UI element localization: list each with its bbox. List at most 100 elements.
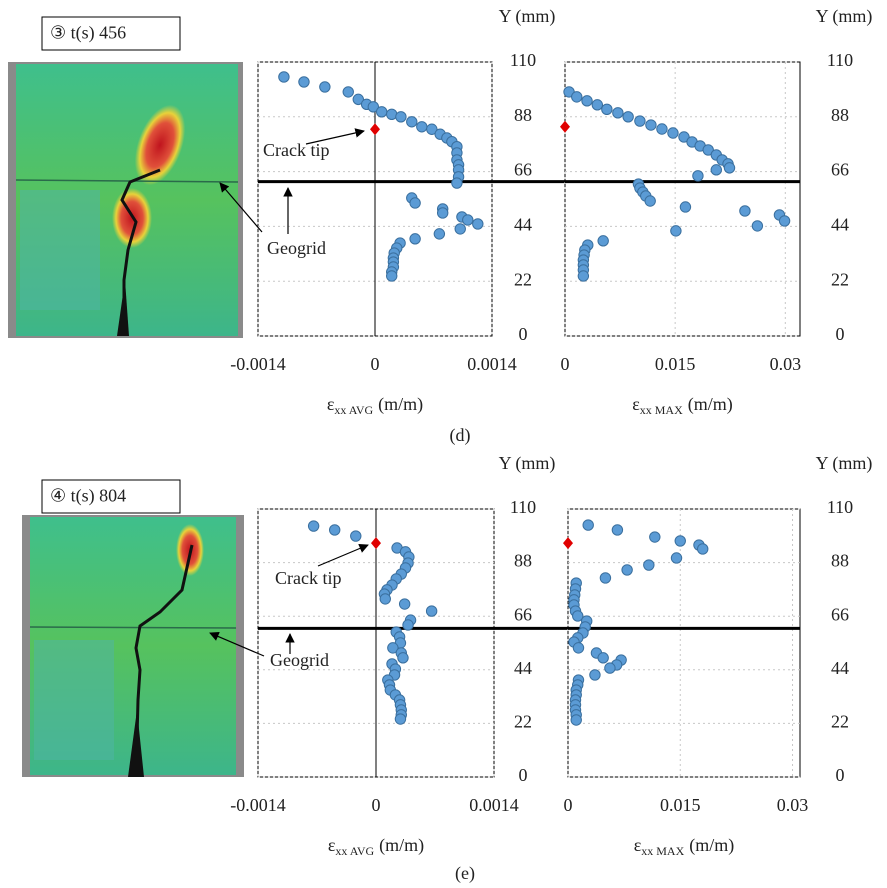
data-point <box>656 123 668 135</box>
y-tick-label: 88 <box>831 551 849 571</box>
data-point <box>604 662 616 674</box>
data-point <box>352 93 364 106</box>
data-point <box>329 524 341 536</box>
y-tick-label: 22 <box>831 712 849 732</box>
x-label-symbol: ε <box>328 835 336 855</box>
data-point <box>621 564 633 576</box>
data-point <box>645 119 657 131</box>
x-tick-label: 0.03 <box>770 354 802 374</box>
data-point <box>710 164 722 176</box>
dic-photo <box>22 515 244 778</box>
data-point <box>379 593 391 605</box>
x-tick-label: 0.03 <box>777 795 809 815</box>
y-tick-label: 22 <box>514 712 532 732</box>
data-point <box>319 81 331 93</box>
y-tick-label: 110 <box>827 50 853 70</box>
y-tick-label: 0 <box>519 765 528 785</box>
data-point <box>589 669 601 681</box>
x-label-symbol: ε <box>634 835 642 855</box>
annotation: Geogrid <box>270 650 329 670</box>
data-point <box>451 177 463 189</box>
data-point <box>751 220 764 232</box>
data-point <box>599 572 612 584</box>
x-tick-label: 0 <box>371 354 380 374</box>
data-point <box>572 610 584 622</box>
data-point <box>416 121 428 133</box>
data-point <box>395 111 407 123</box>
crack-tip-marker <box>560 120 570 133</box>
data-point <box>406 116 418 128</box>
data-point <box>350 530 362 542</box>
data-point <box>601 103 613 116</box>
annotation: Crack tip <box>263 140 329 160</box>
data-point <box>425 605 438 617</box>
x-axis-label: εxx AVG (m/m) <box>328 835 424 858</box>
x-axis-label: εxx MAX (m/m) <box>634 835 735 858</box>
data-point <box>643 559 655 571</box>
data-point <box>723 162 736 174</box>
x-label-subscript: xx AVG <box>335 844 374 858</box>
data-point <box>426 123 438 135</box>
data-point <box>454 223 466 235</box>
x-axis-label: εxx MAX (m/m) <box>632 394 733 417</box>
data-point <box>597 652 609 664</box>
data-point <box>739 205 751 217</box>
data-point <box>571 91 583 103</box>
data-point <box>472 218 484 230</box>
data-point <box>670 552 683 564</box>
y-tick-label: 22 <box>514 269 532 289</box>
y-tick-label: 22 <box>831 269 849 289</box>
dic-photo <box>8 62 243 338</box>
x-label-subscript: xx MAX <box>641 844 684 858</box>
data-point <box>367 101 380 113</box>
data-point <box>611 524 624 536</box>
x-tick-label: 0 <box>561 354 570 374</box>
x-tick-label: 0.015 <box>655 354 696 374</box>
y-tick-label: 88 <box>514 551 532 571</box>
data-point <box>612 107 624 119</box>
x-tick-label: 0 <box>564 795 573 815</box>
y-tick-label: 0 <box>836 765 845 785</box>
data-point <box>670 225 682 237</box>
panel-label: (d) <box>450 425 471 446</box>
data-point <box>678 131 690 143</box>
plot-frame <box>567 508 801 778</box>
data-point <box>692 170 704 182</box>
data-point <box>581 95 593 107</box>
x-label-symbol: ε <box>327 394 335 414</box>
y-tick-label: 44 <box>831 658 849 678</box>
data-point <box>634 115 646 127</box>
time-box <box>41 16 181 51</box>
x-tick-label: 0 <box>372 795 381 815</box>
data-point <box>278 71 290 83</box>
data-point <box>433 228 446 240</box>
time-box <box>41 479 181 514</box>
data-point <box>622 111 634 123</box>
x-tick-label: 0.0014 <box>467 354 517 374</box>
x-label-unit: (m/m) <box>378 394 423 415</box>
y-tick-label: 110 <box>510 497 536 517</box>
data-point <box>679 201 692 213</box>
data-point <box>394 713 407 725</box>
y-tick-label: 44 <box>514 215 532 235</box>
y-axis-label: Y (mm) <box>816 453 873 474</box>
data-point <box>387 642 399 654</box>
crack-tip-marker <box>370 123 380 136</box>
x-tick-label: 0.0014 <box>469 795 519 815</box>
x-tick-label: -0.0014 <box>230 795 286 815</box>
time-label: ④ t(s) 804 <box>50 486 126 507</box>
data-point <box>649 531 661 543</box>
x-tick-label: 0.015 <box>660 795 701 815</box>
x-label-unit: (m/m) <box>688 394 733 415</box>
data-point <box>436 207 449 219</box>
y-tick-label: 66 <box>514 160 532 180</box>
y-tick-label: 0 <box>519 324 528 344</box>
data-point <box>582 519 594 531</box>
x-axis-label: εxx AVG (m/m) <box>327 394 423 417</box>
data-point <box>462 214 474 226</box>
annotation: Geogrid <box>267 238 326 258</box>
y-tick-label: 88 <box>831 105 849 125</box>
data-point <box>375 106 388 118</box>
data-point <box>778 215 791 227</box>
